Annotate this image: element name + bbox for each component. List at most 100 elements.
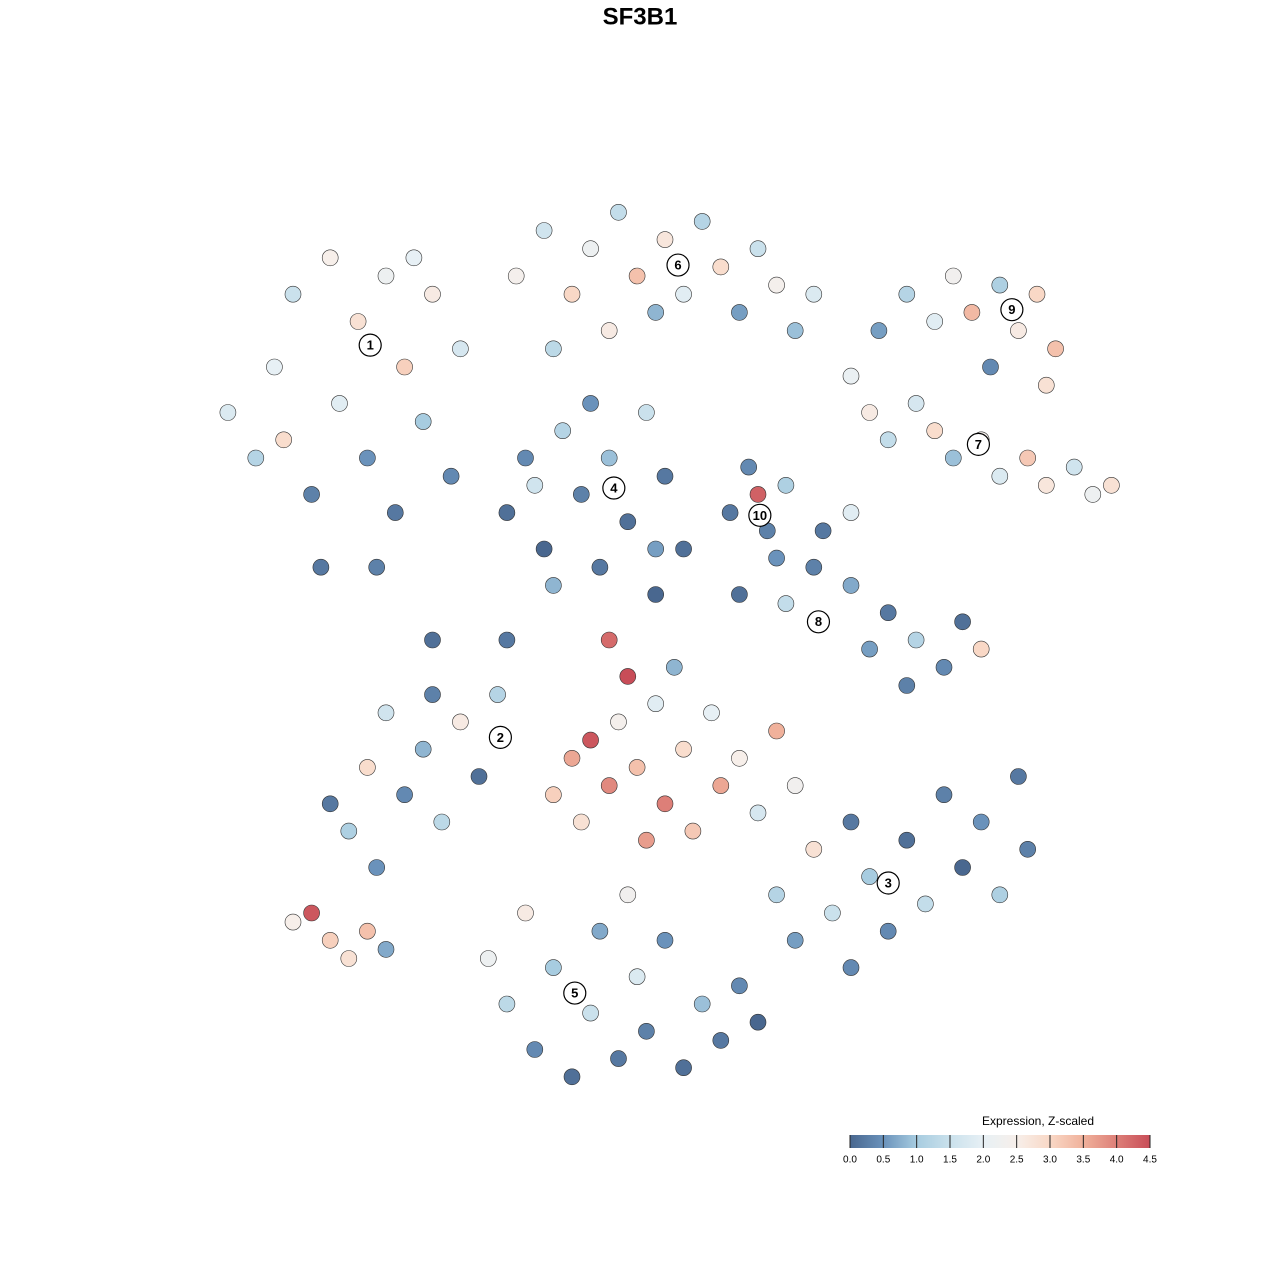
point (656, 795, 674, 813)
point (600, 322, 618, 339)
point (731, 749, 748, 767)
point (545, 959, 562, 976)
cluster-label: 3 (885, 875, 892, 890)
point (721, 504, 739, 521)
point (498, 631, 516, 649)
point (433, 813, 451, 831)
point (675, 1059, 692, 1076)
colorbar-title: Expression, Z-scaled (982, 1114, 1094, 1128)
point (731, 586, 748, 603)
point (693, 213, 711, 230)
point (1038, 476, 1055, 494)
point (842, 367, 860, 385)
point (396, 786, 413, 804)
point (582, 395, 599, 412)
point (321, 795, 339, 813)
point (991, 276, 1009, 294)
cluster-label: 5 (571, 986, 578, 1001)
point (842, 577, 860, 594)
point (898, 285, 916, 303)
cluster-label: 2 (497, 730, 504, 745)
point (898, 831, 916, 849)
point (675, 285, 692, 303)
colorbar-tick-label: 1.0 (910, 1155, 924, 1166)
point (377, 941, 395, 958)
point (414, 413, 432, 430)
point (638, 831, 655, 849)
point (368, 558, 386, 576)
point (656, 467, 674, 485)
point (331, 395, 348, 412)
point (424, 686, 441, 703)
point (786, 322, 804, 339)
point (470, 768, 488, 785)
point (359, 449, 376, 467)
point (600, 449, 618, 467)
point (861, 404, 878, 421)
point (647, 695, 665, 713)
point (1010, 322, 1027, 339)
point (842, 504, 860, 521)
point (768, 549, 785, 567)
cluster-label: 7 (975, 437, 982, 452)
point (768, 722, 785, 740)
point (628, 267, 646, 285)
point (777, 595, 795, 612)
point (814, 522, 832, 540)
point (712, 258, 730, 276)
point (526, 476, 544, 494)
colorbar (850, 1135, 1150, 1148)
point (414, 740, 432, 758)
point (926, 313, 944, 330)
colorbar-tick-label: 3.5 (1076, 1155, 1090, 1166)
point (498, 504, 516, 521)
point (600, 631, 618, 649)
point (377, 267, 395, 285)
point (982, 358, 999, 376)
point (582, 240, 599, 257)
point (619, 513, 637, 531)
point (861, 868, 878, 885)
point (442, 467, 460, 485)
point (1019, 840, 1036, 858)
point (424, 285, 441, 303)
point (266, 358, 283, 376)
point (452, 713, 469, 731)
colorbar-tick-label: 2.0 (976, 1155, 990, 1166)
point (321, 931, 339, 949)
point (805, 285, 823, 303)
point (275, 431, 293, 449)
point (768, 886, 785, 904)
point (749, 240, 767, 257)
point (1019, 449, 1036, 467)
point (712, 777, 730, 794)
colorbar-tick-label: 0.5 (876, 1155, 890, 1166)
point (907, 631, 925, 649)
point (656, 231, 674, 248)
point (321, 249, 339, 267)
point (842, 959, 860, 976)
colorbar-tick-label: 0.0 (843, 1155, 857, 1166)
point (805, 558, 823, 576)
point (359, 759, 376, 776)
point (675, 740, 692, 758)
point (349, 313, 367, 330)
point (489, 686, 506, 703)
point (1028, 285, 1046, 303)
point (600, 777, 618, 794)
point (693, 995, 711, 1013)
point (972, 813, 990, 831)
point (619, 886, 637, 904)
point (1047, 340, 1064, 358)
point (991, 467, 1009, 485)
point (517, 904, 534, 922)
point (731, 304, 748, 321)
point (610, 1050, 627, 1067)
point (610, 204, 627, 221)
point (452, 340, 469, 358)
point (535, 540, 553, 558)
point (917, 895, 934, 913)
point (610, 713, 627, 731)
point (703, 704, 720, 722)
